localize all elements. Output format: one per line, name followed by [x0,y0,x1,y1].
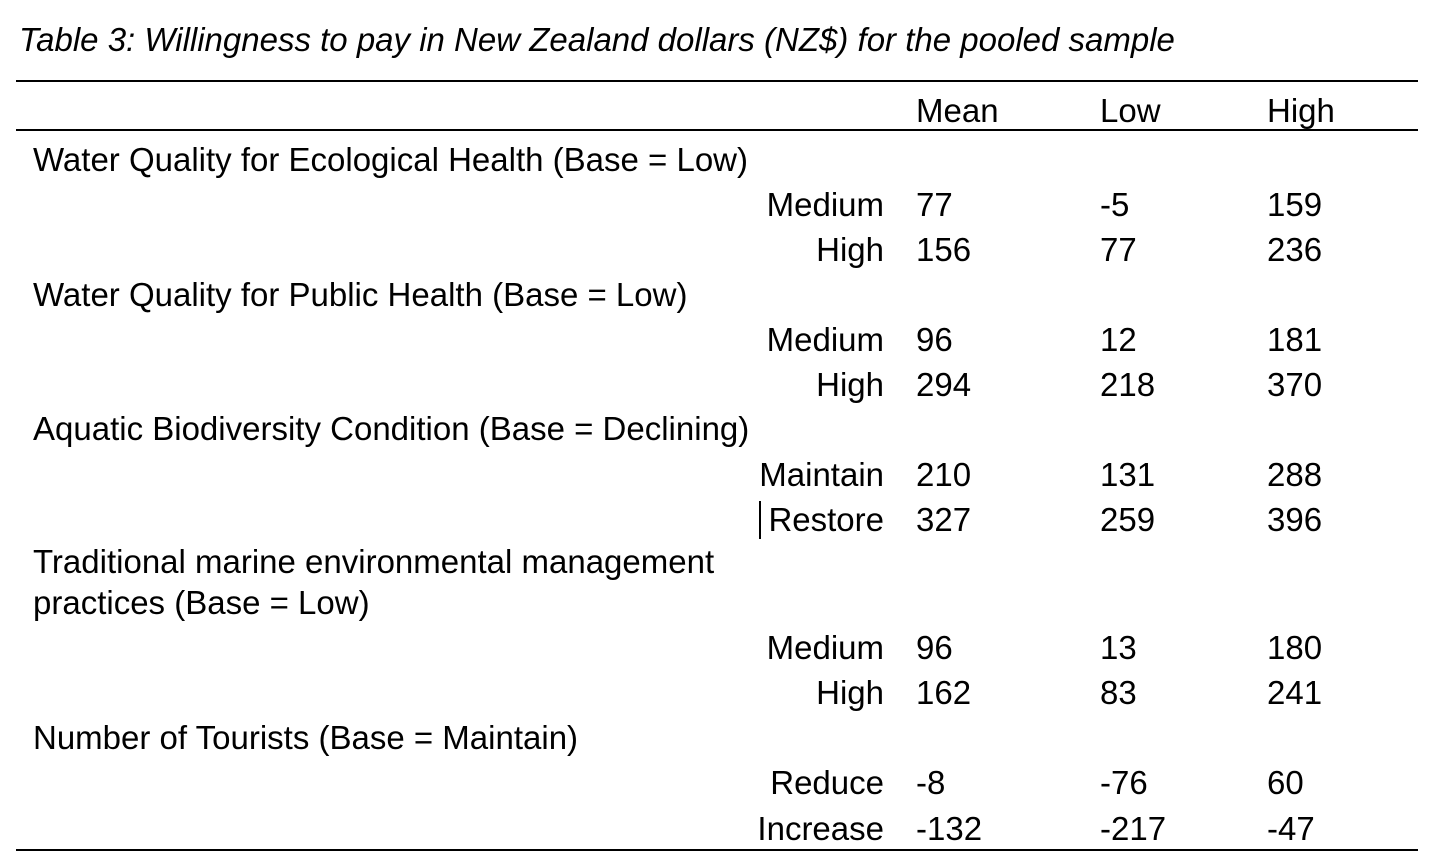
cell-low: 13 [1100,629,1137,666]
row-label: High [816,674,884,711]
row-label: High [816,231,884,268]
cell-mean: 327 [916,501,972,538]
cell-mean: 162 [916,674,972,711]
cell-high: 241 [1267,674,1323,711]
group-title: Traditional marine environmental managem… [33,543,715,580]
cell-mean: 96 [916,629,953,666]
cell-low: 218 [1100,366,1156,403]
table-caption: Table 3: Willingness to pay in New Zeala… [19,21,1175,58]
group-title: practices (Base = Low) [33,584,370,621]
bottom-rule [16,849,1418,851]
cell-high: 370 [1267,366,1323,403]
row-label: Restore [768,501,884,538]
text-cursor [759,501,761,539]
row-label: Reduce [770,764,884,801]
group-title: Water Quality for Public Health (Base = … [33,276,688,313]
row-label: Medium [766,186,884,223]
cell-high: 180 [1267,629,1323,666]
cell-low: 83 [1100,674,1137,711]
cell-low: 77 [1100,231,1137,268]
row-label: Medium [766,629,884,666]
row-label: Increase [757,810,884,847]
cell-high: -47 [1267,810,1315,847]
cell-low: -5 [1100,186,1130,223]
group-title: Number of Tourists (Base = Maintain) [33,719,579,756]
cell-low: 131 [1100,456,1156,493]
cell-low: -76 [1100,764,1148,801]
cell-high: 181 [1267,321,1323,358]
cell-low: 259 [1100,501,1156,538]
cell-high: 60 [1267,764,1304,801]
cell-low: 12 [1100,321,1137,358]
cell-high: 159 [1267,186,1323,223]
cell-high: 288 [1267,456,1323,493]
top-rule [16,80,1418,82]
cell-high: 396 [1267,501,1323,538]
group-title: Aquatic Biodiversity Condition (Base = D… [33,410,750,447]
cell-mean: 294 [916,366,972,403]
cell-mean: -132 [916,810,983,847]
cell-mean: 210 [916,456,972,493]
row-label: Medium [766,321,884,358]
column-header-high: High [1267,92,1335,129]
cell-low: -217 [1100,810,1167,847]
cell-mean: 96 [916,321,953,358]
group-title: Water Quality for Ecological Health (Bas… [33,141,748,178]
row-label: High [816,366,884,403]
cell-mean: 156 [916,231,972,268]
header-rule [16,129,1418,131]
cell-high: 236 [1267,231,1323,268]
column-header-mean: Mean [916,92,999,129]
row-label: Maintain [759,456,884,493]
column-header-low: Low [1100,92,1161,129]
cell-mean: -8 [916,764,946,801]
cell-mean: 77 [916,186,953,223]
